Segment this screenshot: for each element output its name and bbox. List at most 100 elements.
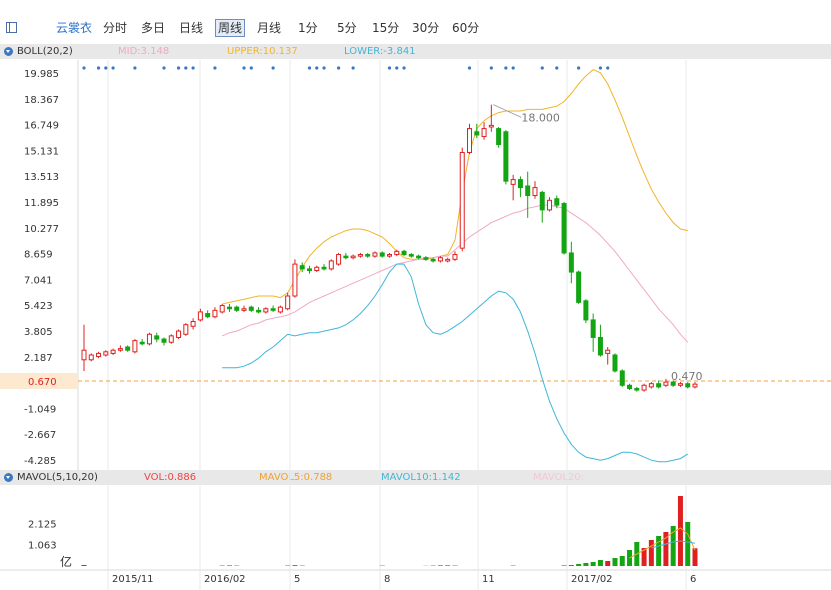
tab-60min[interactable]: 60分 [452, 21, 480, 35]
boll-mid-line [221, 204, 689, 343]
candle-body [394, 250, 400, 256]
candle-body [212, 309, 218, 318]
current-price-box [0, 372, 78, 389]
volume-bar [445, 565, 451, 566]
candle-body [685, 383, 691, 388]
signal-dot [577, 66, 581, 70]
candle-body [416, 255, 422, 259]
candle-body [248, 306, 254, 311]
candle-body [496, 128, 502, 146]
signal-dot [176, 66, 181, 70]
date-label: 8 [384, 574, 390, 585]
volume-bar [677, 496, 683, 566]
candle-body [372, 252, 378, 257]
signal-dot [606, 66, 610, 70]
candle-body [139, 341, 145, 345]
candle-body [583, 300, 589, 321]
candle-body [350, 255, 356, 259]
price-tick-label: 5.423 [24, 301, 53, 312]
mavol-collapse-icon[interactable] [4, 473, 13, 482]
tab-5min[interactable]: 5分 [337, 21, 357, 35]
date-label: 2017/02 [571, 574, 613, 585]
candle-body [590, 319, 596, 338]
candle-body [423, 257, 429, 260]
candle-body [532, 187, 538, 197]
signal-dot [111, 66, 115, 70]
candle-body [168, 335, 174, 343]
boll-upper-value: UPPER:10.137 [227, 46, 298, 57]
signal-dot [133, 66, 137, 70]
boll-lower-value: LOWER:-3.841 [344, 46, 416, 57]
tab-15min[interactable]: 15分 [372, 21, 400, 35]
volume-bar [226, 565, 232, 566]
tab-minute[interactable]: 分时 [103, 21, 128, 35]
candle-body [445, 258, 451, 262]
candle-body [365, 254, 371, 257]
stock-name[interactable]: 云裳衣 [56, 21, 93, 35]
signal-dot [555, 66, 559, 70]
candle-body [561, 203, 567, 254]
candle-body [437, 257, 443, 262]
candle-body [387, 254, 392, 257]
tab-1min[interactable]: 1分 [298, 21, 318, 35]
high-annotation: 18.000 [521, 111, 560, 124]
candle-body [103, 351, 109, 356]
price-tick-label: 7.041 [24, 275, 53, 286]
tab-monthly[interactable]: 月线 [257, 21, 282, 35]
tab-multiday[interactable]: 多日 [141, 21, 166, 35]
volume-bar [685, 522, 691, 566]
candle-body [547, 199, 553, 211]
volume-bar [590, 562, 596, 566]
volume-bar [597, 560, 603, 566]
tab-30min[interactable]: 30分 [412, 21, 440, 35]
candle-body [430, 258, 436, 262]
candle-body [154, 335, 160, 340]
candle-body [408, 254, 414, 257]
price-tick-label: 16.749 [24, 121, 59, 132]
candle-body [125, 346, 131, 351]
signal-dot [96, 66, 101, 70]
volume-bar [81, 565, 87, 566]
mavol10-value: MAVOL10:1.142 [381, 472, 461, 483]
candle-body [176, 330, 182, 338]
boll-title[interactable]: BOLL(20,2) [17, 46, 73, 57]
signal-dot [184, 66, 188, 70]
signal-dot [395, 66, 399, 70]
signal-dot [322, 66, 326, 70]
signal-dot [82, 66, 86, 70]
price-tick-label: -1.049 [24, 404, 56, 415]
signal-dot [489, 66, 493, 70]
date-label: 2016/02 [204, 574, 246, 585]
candle-body [641, 384, 647, 391]
mavol-title[interactable]: MAVOL(5,10,20) [17, 472, 98, 483]
volume-unit-label: 亿 [60, 554, 72, 569]
volume-tick-label: 2.125 [28, 520, 57, 531]
candle-body [459, 151, 465, 249]
boll-mid-value: MID:3.148 [118, 46, 170, 57]
high-annotation-line [493, 104, 522, 118]
tab-daily[interactable]: 日线 [179, 21, 204, 35]
mavol10-line [651, 540, 696, 549]
panel-toggle-icon[interactable] [6, 22, 17, 33]
boll-collapse-icon[interactable] [4, 47, 13, 56]
candle-body [357, 254, 363, 257]
volume-bar [648, 540, 654, 566]
candle-body [634, 387, 640, 391]
candle-body [488, 124, 494, 128]
candle-body [226, 306, 232, 310]
signal-dot [307, 66, 312, 70]
candle-body [452, 254, 458, 260]
candle-body [270, 308, 276, 311]
candle-body [285, 295, 291, 310]
candle-body [343, 255, 349, 259]
candle-body [96, 352, 102, 358]
price-tick-label: 18.367 [24, 95, 59, 106]
volume-bar [612, 558, 618, 566]
candle-body [401, 250, 407, 256]
tab-weekly[interactable]: 周线 [215, 19, 246, 37]
price-tick-label: 13.513 [24, 172, 59, 183]
last-annotation: 0.470 [671, 370, 703, 383]
signal-dot [504, 66, 508, 70]
date-label: 6 [690, 574, 696, 585]
